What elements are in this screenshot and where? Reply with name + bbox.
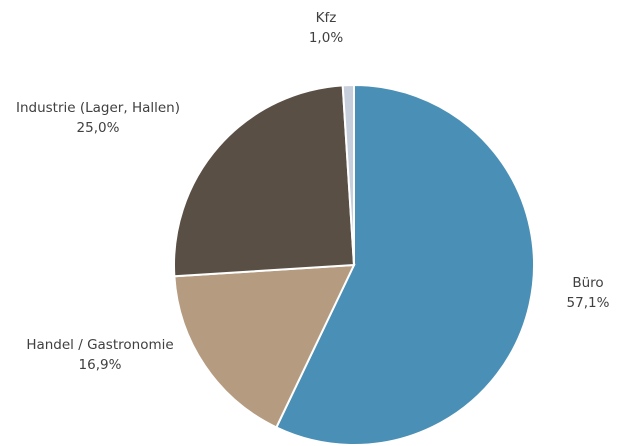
slice-label: Kfz (316, 10, 337, 26)
slice-label: Büro (572, 275, 603, 291)
slice-value-label: 57,1% (567, 295, 610, 311)
pie-slice (173, 84, 356, 278)
pie-slice (173, 263, 356, 429)
slice-label: Industrie (Lager, Hallen) (16, 100, 180, 116)
slice-label: Handel / Gastronomie (26, 337, 173, 353)
slice-value-label: 25,0% (77, 120, 120, 136)
slice-value-label: 16,9% (79, 357, 122, 373)
pie-slice (341, 83, 355, 266)
slice-value-label: 1,0% (309, 30, 343, 46)
pie-slice (275, 83, 535, 446)
